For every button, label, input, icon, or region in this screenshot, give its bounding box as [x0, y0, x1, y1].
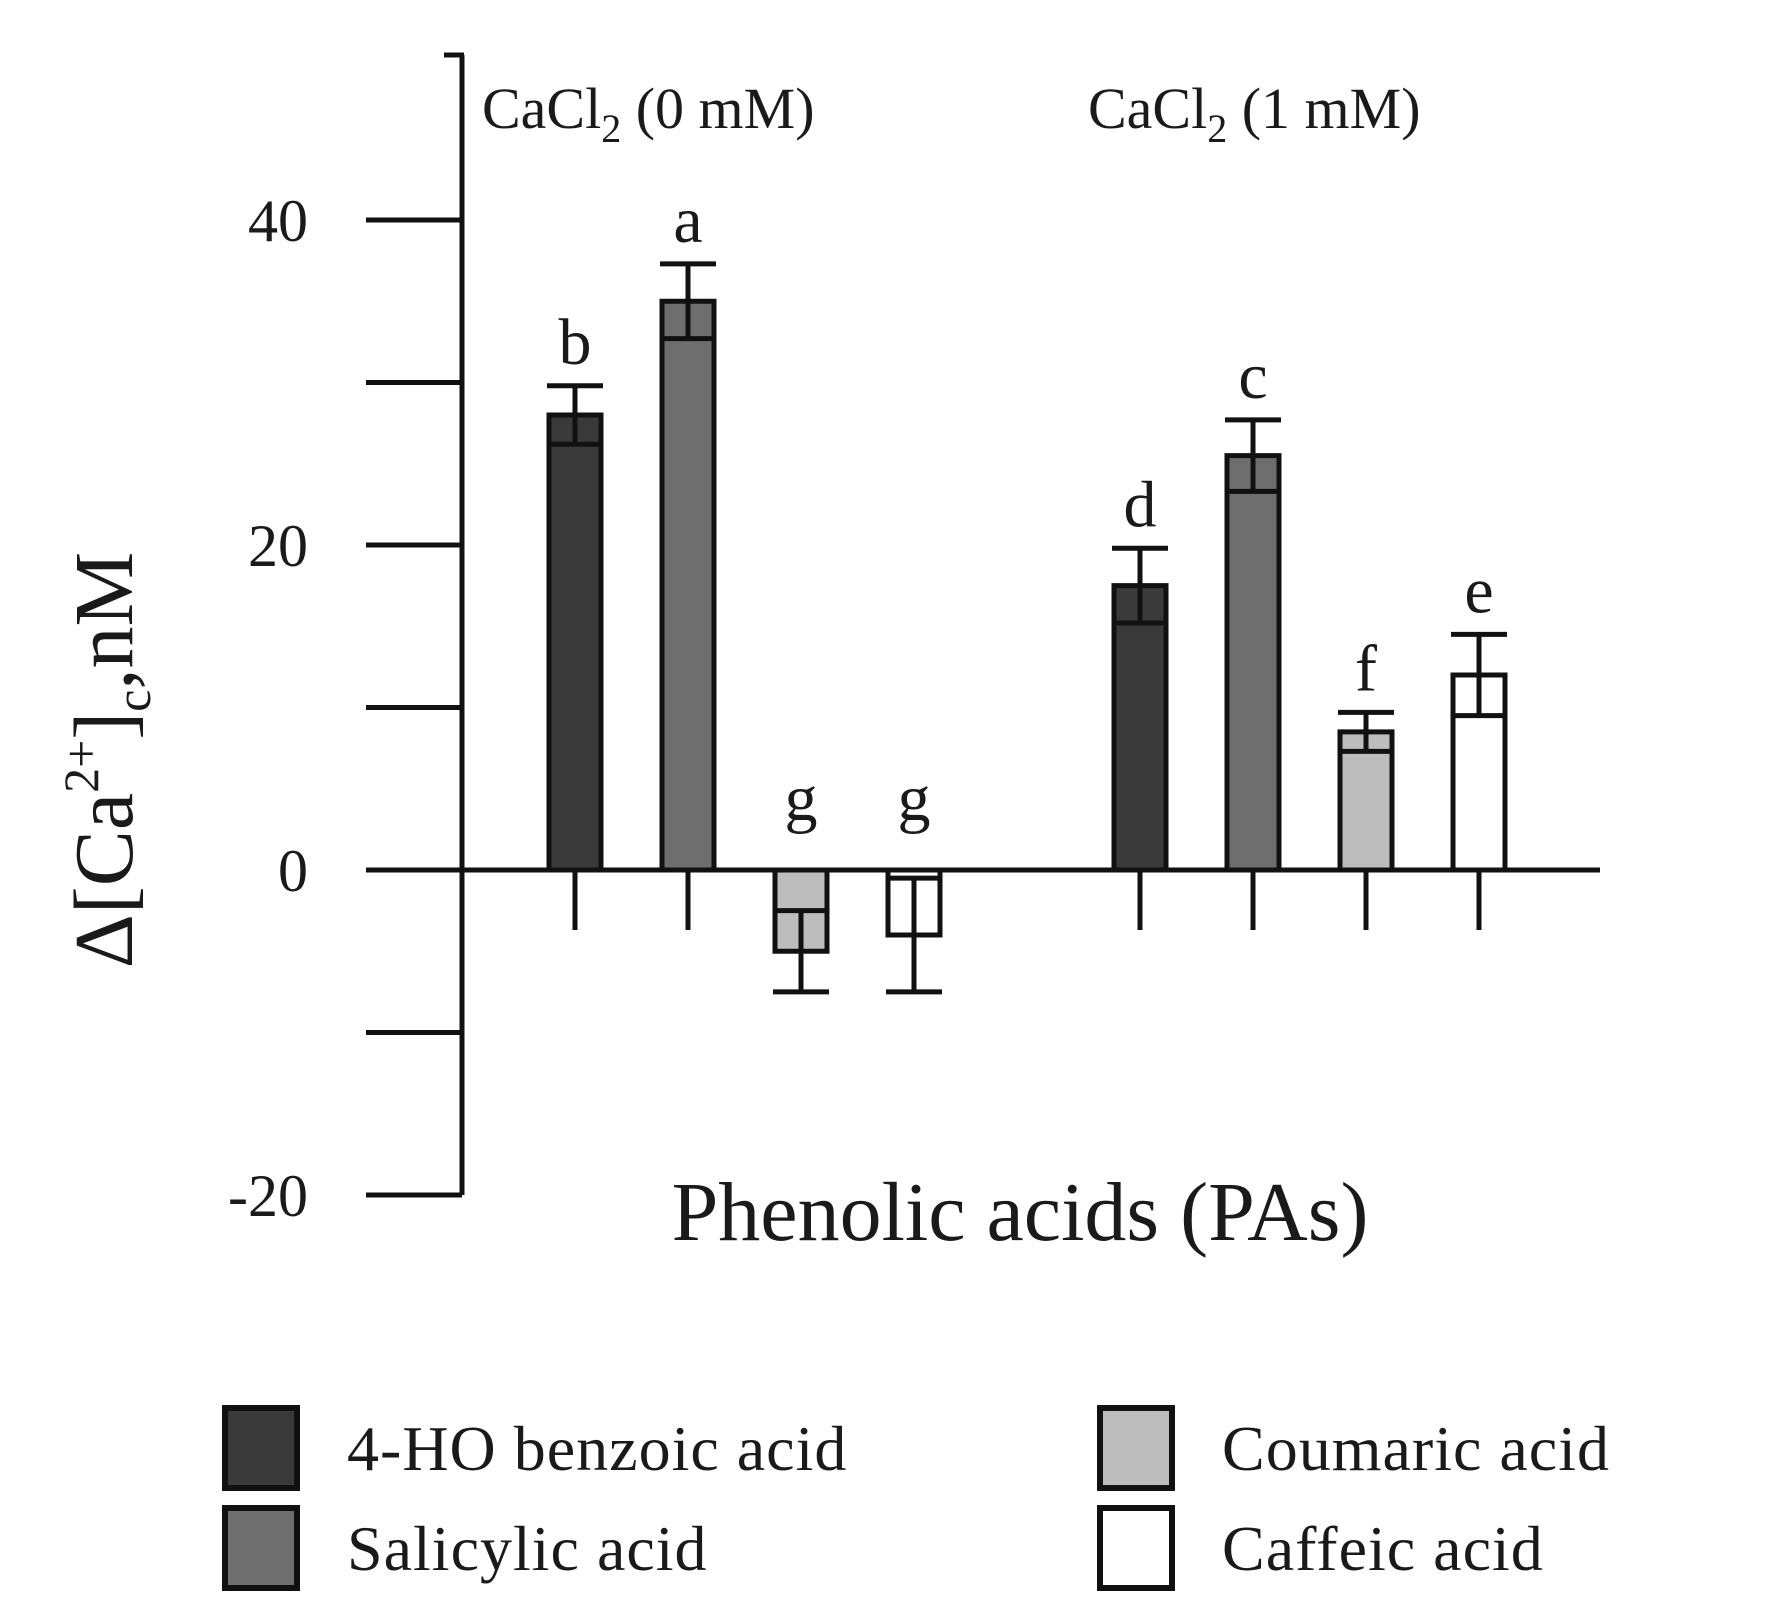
legend-label: Caffeic acid — [1222, 1513, 1544, 1584]
legend-item: Coumaric acid — [1097, 1405, 1610, 1491]
bar — [1337, 729, 1395, 873]
labels: CaCl2 (0 mM) CaCl2 (1 mM) b a g g d c f e — [482, 76, 1494, 835]
significance-letter: g — [898, 762, 931, 835]
group-label: CaCl2 (1 mM) — [1088, 76, 1421, 151]
legend-item: 4-HO benzoic acid — [222, 1405, 847, 1491]
legend-item: Caffeic acid — [1097, 1505, 1544, 1591]
bar — [1224, 453, 1282, 873]
legend-label: Salicylic acid — [347, 1513, 708, 1584]
significance-letter: c — [1238, 340, 1267, 413]
y-axis-title: Δ[Ca2+]c,nM — [53, 552, 161, 968]
significance-letter: d — [1124, 468, 1157, 541]
y-tick-label: 20 — [248, 513, 308, 579]
legend: 4-HO benzoic acid Salicylic acid Coumaric … — [222, 1405, 1610, 1591]
bar — [659, 298, 717, 873]
significance-letter: a — [673, 184, 702, 257]
x-axis-title: Phenolic acids (PAs) — [672, 1166, 1369, 1259]
legend-item: Salicylic acid — [222, 1505, 708, 1591]
y-tick-label: 0 — [278, 838, 308, 904]
significance-letter: e — [1464, 554, 1493, 627]
significance-letter: f — [1355, 632, 1377, 705]
legend-swatch — [222, 1405, 300, 1491]
bar — [1450, 672, 1508, 873]
legend-swatch — [1097, 1505, 1175, 1591]
legend-label: 4-HO benzoic acid — [347, 1413, 847, 1484]
group-label: CaCl2 (0 mM) — [482, 76, 815, 151]
bar — [546, 412, 604, 873]
axes: -20 0 20 40 — [228, 52, 1600, 1229]
significance-letter: b — [559, 306, 592, 379]
y-tick-label: 40 — [248, 188, 308, 254]
bars — [546, 261, 1508, 995]
legend-swatch — [222, 1505, 300, 1591]
y-tick-label: -20 — [228, 1163, 308, 1229]
legend-swatch — [1097, 1405, 1175, 1491]
bar — [1111, 583, 1169, 873]
legend-label: Coumaric acid — [1222, 1413, 1610, 1484]
significance-letter: g — [785, 762, 818, 835]
